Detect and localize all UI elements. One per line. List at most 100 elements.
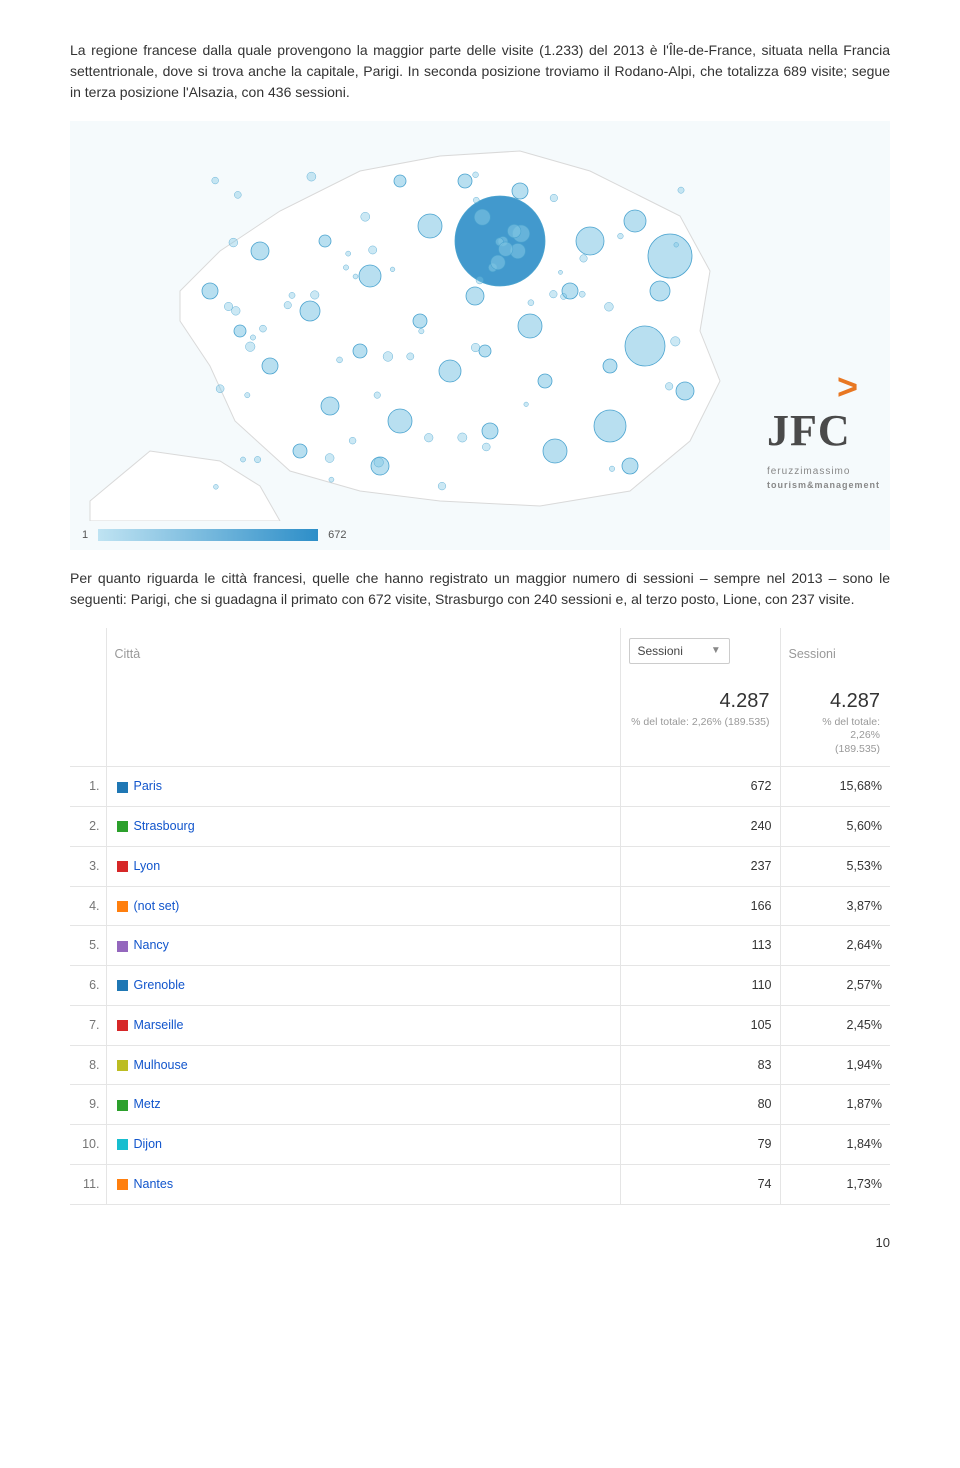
rank-cell: 3. bbox=[70, 846, 106, 886]
color-swatch bbox=[117, 901, 128, 912]
map-bubble bbox=[543, 439, 567, 463]
color-swatch bbox=[117, 821, 128, 832]
table-row: 2.Strasbourg2405,60% bbox=[70, 807, 890, 847]
color-swatch bbox=[117, 861, 128, 872]
map-bubble bbox=[622, 458, 638, 474]
map-bubble bbox=[321, 397, 339, 415]
city-cell[interactable]: Mulhouse bbox=[106, 1045, 620, 1085]
map-bubble bbox=[594, 410, 626, 442]
map-bubble bbox=[359, 265, 381, 287]
table-row: 10.Dijon791,84% bbox=[70, 1125, 890, 1165]
table-row: 1. Paris 67215,68% bbox=[70, 767, 890, 807]
map-bubble bbox=[262, 358, 278, 374]
city-cell[interactable]: Paris bbox=[106, 767, 620, 807]
city-cell[interactable]: Nantes bbox=[106, 1164, 620, 1204]
percent-cell: 15,68% bbox=[780, 767, 890, 807]
page-number: 10 bbox=[70, 1233, 890, 1253]
chevron-down-icon: ▼ bbox=[711, 643, 721, 658]
city-table: Città Sessioni ▼ Sessioni 4.287 % del to… bbox=[70, 628, 890, 1205]
table-row: 6. Grenoble 1102,57% bbox=[70, 966, 890, 1006]
city-cell[interactable]: Lyon bbox=[106, 846, 620, 886]
city-cell[interactable]: Dijon bbox=[106, 1125, 620, 1165]
map-scale: 1 672 bbox=[70, 521, 890, 550]
map-bubble bbox=[576, 227, 604, 255]
city-cell[interactable]: Metz bbox=[106, 1085, 620, 1125]
map-bubble bbox=[388, 409, 412, 433]
table-row: 3. Lyon 2375,53% bbox=[70, 846, 890, 886]
map-bubble bbox=[650, 281, 670, 301]
value-cell: 166 bbox=[620, 886, 780, 926]
value-cell: 113 bbox=[620, 926, 780, 966]
table-row: 4. (not set) 1663,87% bbox=[70, 886, 890, 926]
percent-cell: 5,53% bbox=[780, 846, 890, 886]
table-row: 9.Metz801,87% bbox=[70, 1085, 890, 1125]
city-link[interactable]: Paris bbox=[134, 779, 162, 793]
rank-cell: 6. bbox=[70, 966, 106, 1006]
map-bubble bbox=[413, 314, 427, 328]
rank-cell: 9. bbox=[70, 1085, 106, 1125]
map-bubble bbox=[512, 183, 528, 199]
map-bubble bbox=[676, 382, 694, 400]
map-bubble bbox=[603, 359, 617, 373]
map-bubble bbox=[394, 175, 406, 187]
map-bubble bbox=[482, 423, 498, 439]
city-link[interactable]: Nancy bbox=[134, 938, 169, 952]
map-bubble bbox=[466, 287, 484, 305]
total-sub-2c: (189.535) bbox=[791, 743, 881, 757]
city-cell[interactable]: Nancy bbox=[106, 926, 620, 966]
value-cell: 110 bbox=[620, 966, 780, 1006]
city-link[interactable]: Mulhouse bbox=[134, 1058, 188, 1072]
col-sessioni-2: Sessioni bbox=[780, 628, 890, 674]
rank-cell: 1. bbox=[70, 767, 106, 807]
map-bubble bbox=[234, 325, 246, 337]
map-bubble bbox=[418, 214, 442, 238]
rank-cell: 4. bbox=[70, 886, 106, 926]
map-bubble bbox=[625, 326, 665, 366]
city-link[interactable]: Metz bbox=[134, 1097, 161, 1111]
logo-text: JFC bbox=[767, 398, 880, 464]
table-row: 11.Nantes741,73% bbox=[70, 1164, 890, 1204]
col-city: Città bbox=[106, 628, 620, 674]
percent-cell: 2,45% bbox=[780, 1005, 890, 1045]
total-sub-1: % del totale: 2,26% (189.535) bbox=[631, 716, 770, 730]
city-cell[interactable]: Strasbourg bbox=[106, 807, 620, 847]
percent-cell: 1,73% bbox=[780, 1164, 890, 1204]
logo: > JFC feruzzimassimo tourism&management bbox=[767, 376, 880, 492]
value-cell: 672 bbox=[620, 767, 780, 807]
map-bubble bbox=[251, 242, 269, 260]
percent-cell: 2,57% bbox=[780, 966, 890, 1006]
totals-row: 4.287 % del totale: 2,26% (189.535) 4.28… bbox=[70, 674, 890, 767]
city-link[interactable]: Strasbourg bbox=[134, 819, 195, 833]
value-cell: 237 bbox=[620, 846, 780, 886]
map-bubble bbox=[648, 234, 692, 278]
scale-max: 672 bbox=[328, 527, 346, 544]
table-row: 7.Marseille1052,45% bbox=[70, 1005, 890, 1045]
map-bubble bbox=[300, 301, 320, 321]
city-cell[interactable]: Grenoble bbox=[106, 966, 620, 1006]
table-row: 5.Nancy1132,64% bbox=[70, 926, 890, 966]
city-link[interactable]: Lyon bbox=[134, 859, 161, 873]
city-link[interactable]: Marseille bbox=[134, 1018, 184, 1032]
scale-min: 1 bbox=[82, 527, 88, 544]
city-link[interactable]: Grenoble bbox=[134, 978, 185, 992]
map-bubble bbox=[439, 360, 461, 382]
rank-cell: 8. bbox=[70, 1045, 106, 1085]
color-swatch bbox=[117, 941, 128, 952]
total-sub-2b: 2,26% bbox=[791, 729, 881, 743]
city-link[interactable]: Nantes bbox=[134, 1177, 174, 1191]
percent-cell: 3,87% bbox=[780, 886, 890, 926]
city-cell[interactable]: Marseille bbox=[106, 1005, 620, 1045]
map-bubble bbox=[458, 174, 472, 188]
rank-cell: 7. bbox=[70, 1005, 106, 1045]
color-swatch bbox=[117, 1139, 128, 1150]
value-cell: 80 bbox=[620, 1085, 780, 1125]
total-value-2: 4.287 bbox=[791, 686, 881, 716]
city-cell[interactable]: (not set) bbox=[106, 886, 620, 926]
city-link[interactable]: (not set) bbox=[134, 899, 180, 913]
color-swatch bbox=[117, 782, 128, 793]
percent-cell: 1,94% bbox=[780, 1045, 890, 1085]
map-bubble bbox=[518, 314, 542, 338]
city-link[interactable]: Dijon bbox=[134, 1137, 163, 1151]
map-bubble bbox=[479, 345, 491, 357]
col-sessioni-pill[interactable]: Sessioni ▼ bbox=[620, 628, 780, 674]
